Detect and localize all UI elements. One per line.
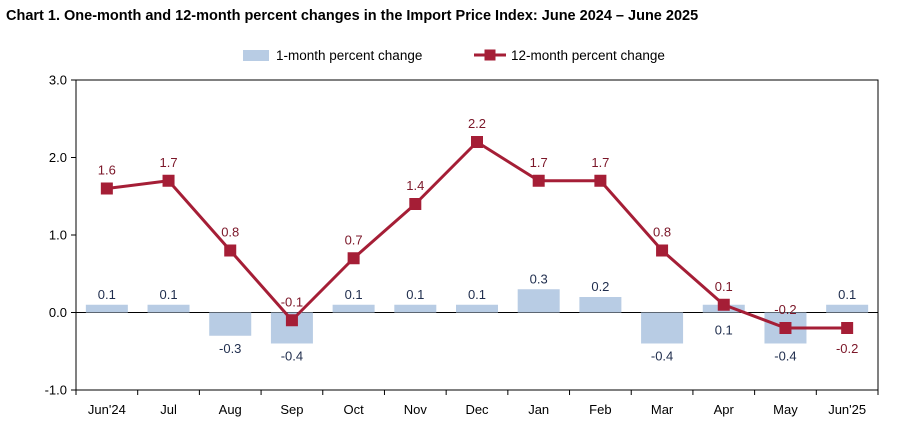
x-tick-label: Nov [404,402,428,417]
x-tick-label: Oct [343,402,364,417]
line-marker-12-month [779,322,792,334]
line-marker-12-month [656,244,669,257]
legend-swatch-bar [243,50,269,61]
line-data-label: 2.2 [468,116,486,131]
line-marker-12-month [471,136,483,148]
bar-1-month [85,304,128,313]
line-marker-12-month [162,174,175,187]
bar-data-label: 0.1 [345,287,363,302]
legend-label-12-month: 12-month percent change [511,48,665,63]
bar-data-label: 0.1 [838,287,856,302]
line-data-label: 0.8 [221,225,239,240]
y-axis: -1.0 0.0 1.0 2.0 3.0 [45,73,878,398]
bar-series [85,289,869,344]
x-tick-label: Jan [528,402,549,417]
line-data-label: -0.2 [836,341,858,356]
line-data-label: -0.1 [281,294,303,309]
bar-data-label: 0.3 [530,271,548,286]
bar-data-label: -0.3 [219,341,241,356]
line-marker-12-month [717,298,730,311]
line-marker-12-month [100,182,113,195]
y-tick-label: 2.0 [49,150,67,165]
legend-label-1-month: 1-month percent change [276,48,422,63]
x-axis: Jun'24 Jul Aug Sep Oct Nov Dec Jan Feb Mar Apr May J… [75,390,879,417]
bar-data-label: 0.1 [159,287,177,302]
bar-1-month [641,312,684,344]
x-tick-label: Mar [651,402,674,417]
line-data-label: 0.8 [653,225,671,240]
y-tick-label: 1.0 [49,228,67,243]
line-marker-12-month [409,198,422,210]
y-tick-label: 3.0 [49,73,67,88]
y-tick-label: -1.0 [45,383,67,398]
x-tick-label: Feb [589,402,611,417]
line-marker-12-month [224,244,237,257]
data-labels: 0.1 0.1 -0.3 -0.4 0.1 0.1 0.1 0.3 0.2 -0.4 0.1 -0.4… [98,116,859,364]
line-data-label: 1.4 [406,178,424,193]
bar-data-label: 0.2 [591,279,609,294]
bar-1-month [579,297,622,313]
x-tick-label: Aug [219,402,242,417]
line-marker-12-month [841,322,854,334]
bar-1-month [147,304,190,313]
bar-data-label: -0.4 [281,349,303,364]
line-data-label: 1.6 [98,163,116,178]
line-data-label: 1.7 [159,155,177,170]
x-tick-label: Jun'24 [88,402,126,417]
line-data-label: -0.2 [774,302,796,317]
line-data-label: 0.7 [345,232,363,247]
line-marker-12-month [532,174,545,187]
bar-1-month [332,304,375,313]
x-tick-label: May [773,402,798,417]
line-series [100,136,854,334]
bar-data-label: -0.4 [774,349,796,364]
line-marker-12-month [594,174,607,187]
bar-1-month [209,312,252,336]
x-tick-label: Jun'25 [828,402,866,417]
legend: 1-month percent change 12-month percent … [243,48,665,63]
x-tick-label: Jul [160,402,177,417]
line-marker-12-month [347,252,360,265]
bar-data-label: 0.1 [406,287,424,302]
x-tick-label: Apr [714,402,735,417]
line-marker-12-month [285,314,298,327]
line-data-label: 1.7 [530,155,548,170]
bar-1-month [456,304,498,313]
chart-title: Chart 1. One-month and 12-month percent … [6,8,699,24]
x-tick-label: Sep [280,402,303,417]
bar-data-label: 0.1 [715,323,733,338]
bar-data-label: -0.4 [651,349,673,364]
bar-data-label: 0.1 [98,287,116,302]
bar-1-month [826,304,869,313]
legend-swatch-marker [484,49,496,61]
line-data-label: 1.7 [591,155,609,170]
bar-data-label: 0.1 [468,287,486,302]
line-data-label: 0.1 [715,279,733,294]
y-tick-label: 0.0 [49,305,67,320]
bar-1-month [394,304,437,313]
x-tick-label: Dec [465,402,489,417]
bar-1-month [517,289,560,313]
